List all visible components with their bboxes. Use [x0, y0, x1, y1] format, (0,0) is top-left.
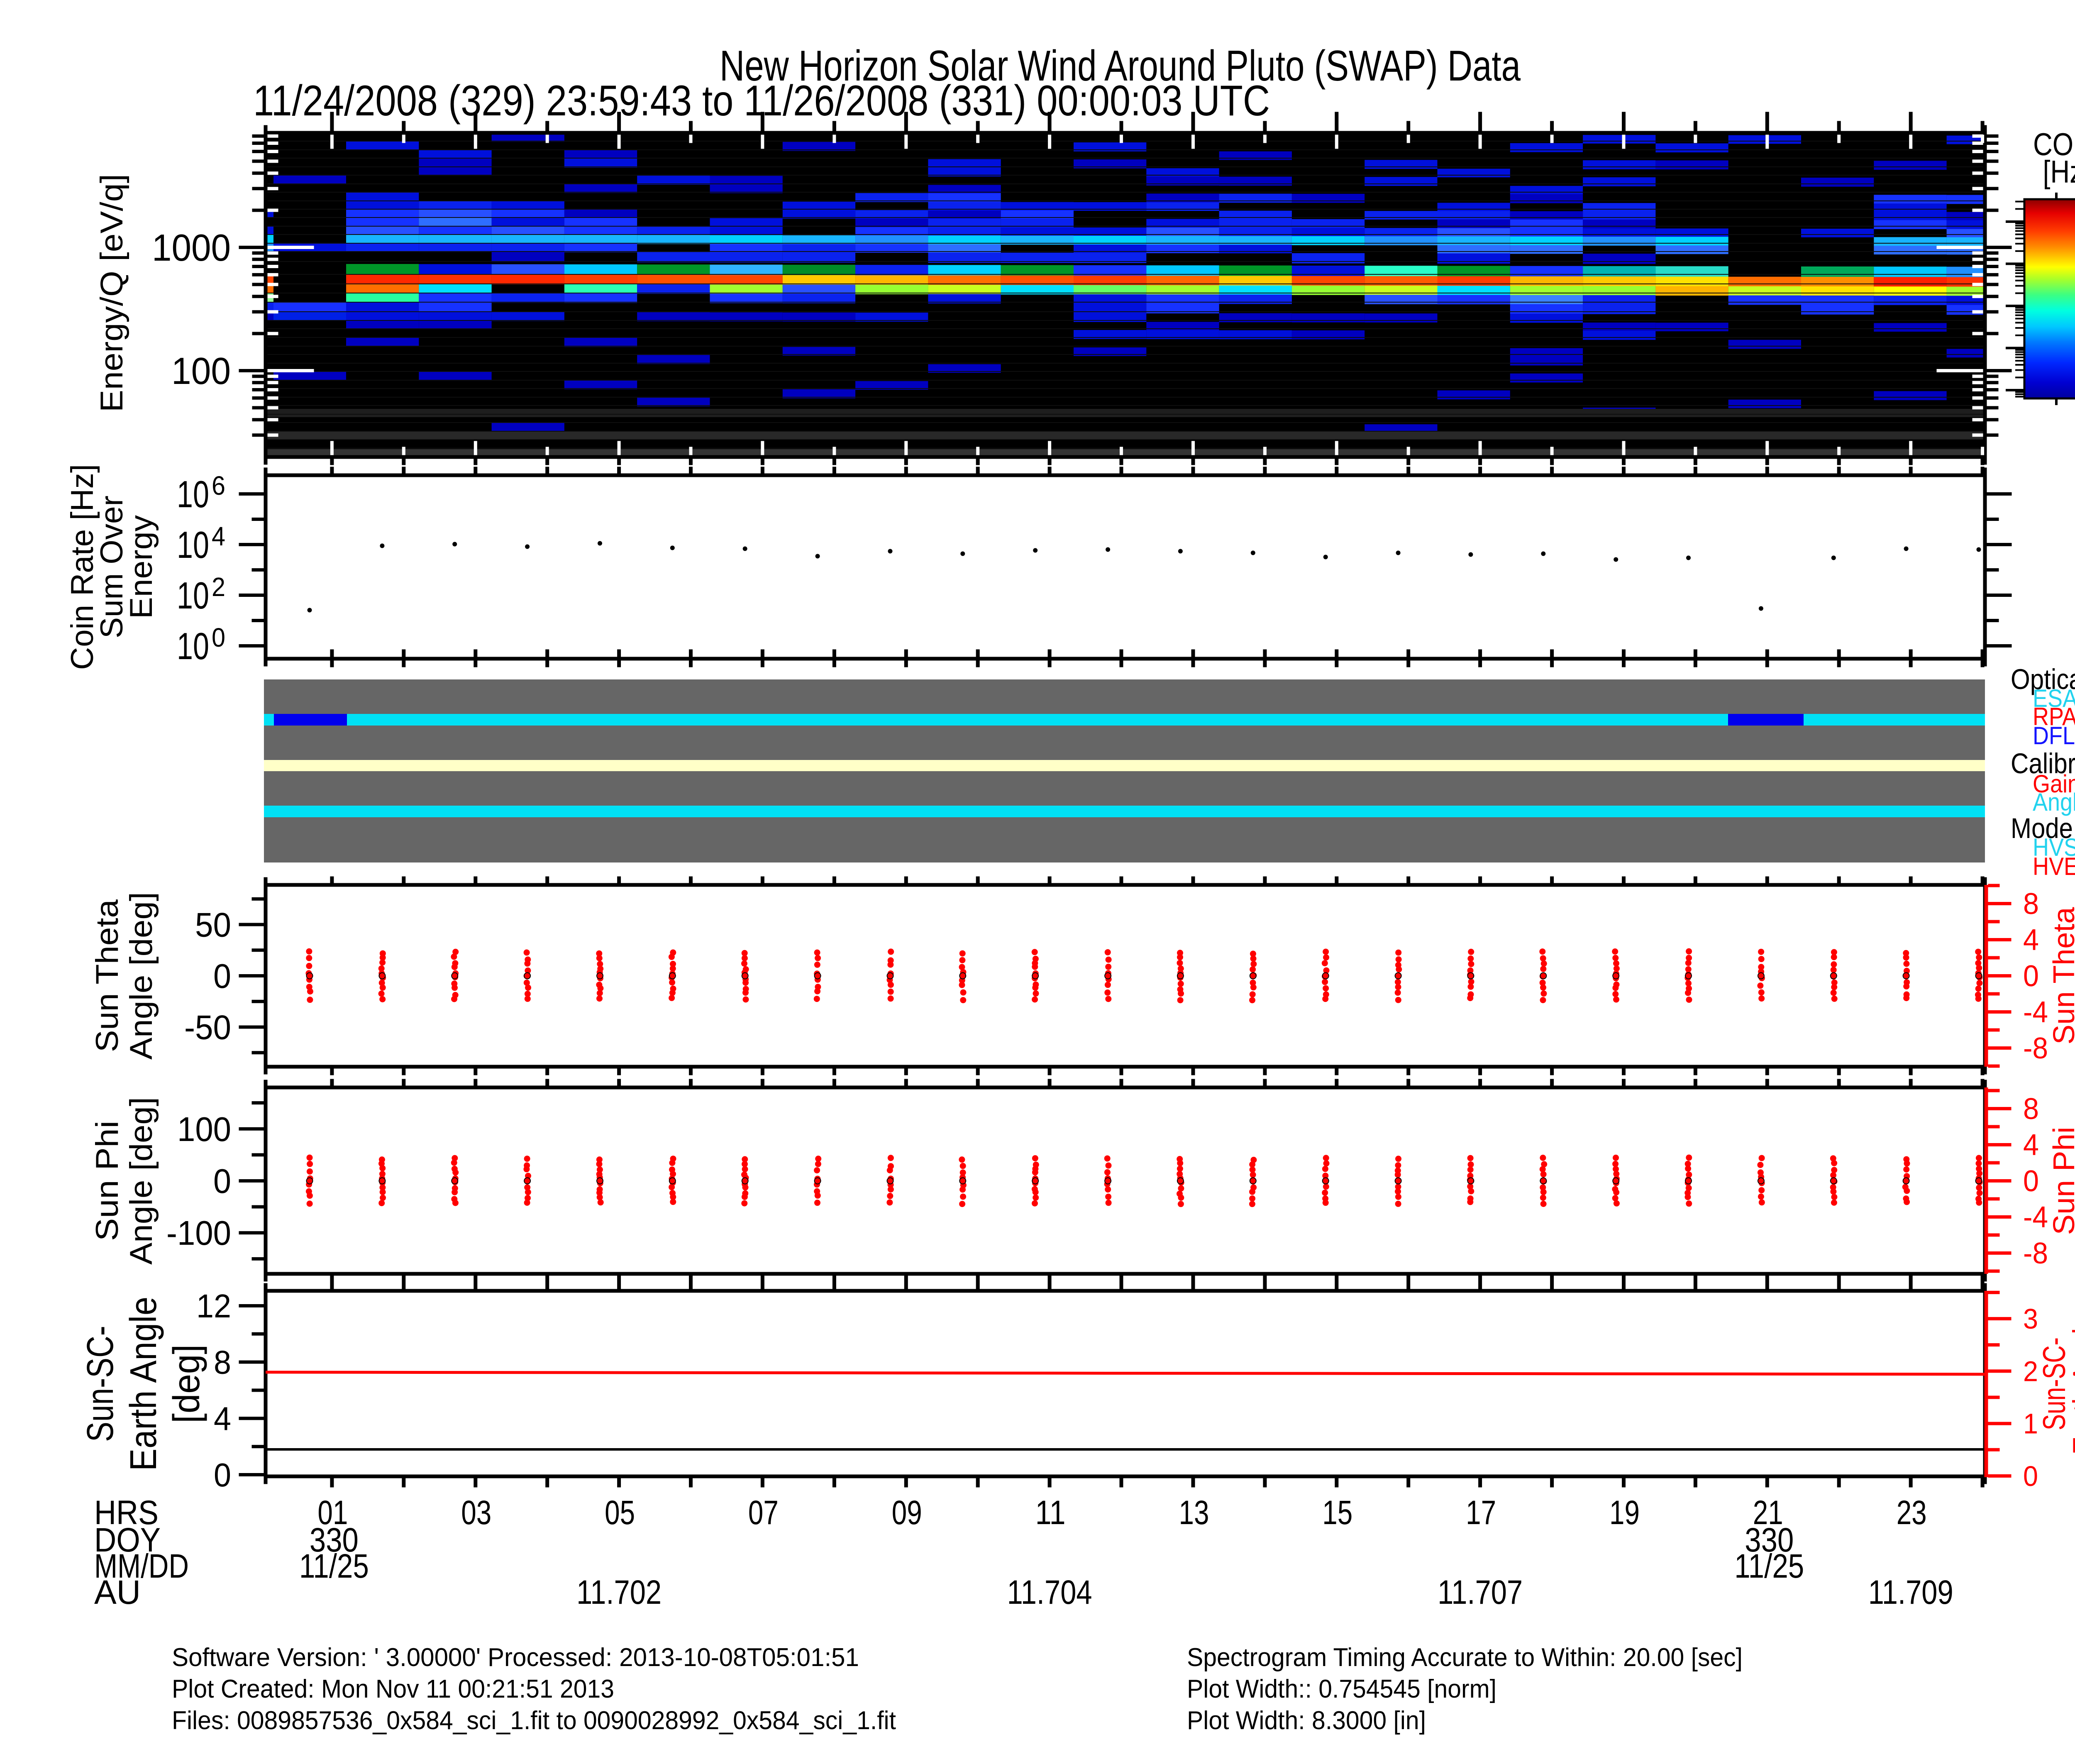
svg-text:4: 4: [2023, 924, 2039, 957]
svg-text:Mode: Mode: [2011, 812, 2073, 844]
svg-text:Software Version: ' 3.00000': Software Version: ' 3.00000' Processed: …: [172, 1643, 859, 1672]
svg-text:RPA and ESA: RPA and ESA: [2033, 703, 2075, 731]
svg-text:50: 50: [195, 906, 231, 944]
svg-text:Sun Phi: Sun Phi: [2048, 1127, 2075, 1235]
svg-text:100: 100: [171, 350, 231, 392]
svg-text:Gain: Gain: [2033, 770, 2075, 798]
svg-text:11.709: 11.709: [1868, 1573, 1953, 1611]
svg-text:Energy/Q [eV/q]: Energy/Q [eV/q]: [94, 174, 129, 412]
svg-text:[deg]: [deg]: [166, 1344, 208, 1423]
svg-text:8: 8: [214, 1344, 231, 1381]
svg-text:11.707: 11.707: [1438, 1573, 1523, 1611]
svg-text:4: 4: [2023, 1129, 2039, 1162]
svg-text:07: 07: [748, 1494, 779, 1532]
svg-text:8: 8: [2023, 887, 2039, 921]
svg-text:Optical: Optical: [2011, 663, 2075, 695]
svg-text:[Hz]: [Hz]: [2043, 154, 2075, 190]
svg-text:MM/DD: MM/DD: [94, 1547, 189, 1585]
svg-text:Sun Phi: Sun Phi: [90, 1121, 125, 1241]
svg-text:Earth Angle: Earth Angle: [123, 1297, 164, 1471]
svg-text:Angle [deg]: Angle [deg]: [124, 1097, 159, 1265]
svg-text:Coin Rate [Hz]: Coin Rate [Hz]: [65, 464, 100, 670]
svg-text:0: 0: [213, 957, 231, 995]
svg-text:10: 10: [177, 474, 209, 516]
svg-text:Files: 0089857536_0x584_sci_1.: Files: 0089857536_0x584_sci_1.fit to 009…: [172, 1706, 896, 1735]
svg-text:1000: 1000: [152, 227, 231, 269]
svg-text:-8: -8: [2023, 1032, 2048, 1065]
svg-text:01: 01: [317, 1494, 348, 1532]
svg-text:11/25: 11/25: [299, 1547, 369, 1585]
svg-text:11/25: 11/25: [1734, 1547, 1804, 1585]
svg-text:Plot Width:: 0.754545 [norm]: Plot Width:: 0.754545 [norm]: [1187, 1675, 1496, 1703]
svg-text:0: 0: [212, 623, 225, 652]
svg-text:09: 09: [892, 1494, 922, 1532]
svg-text:17: 17: [1466, 1494, 1496, 1532]
svg-text:HVSCI: HVSCI: [2033, 833, 2075, 861]
svg-text:Calibration: Calibration: [2011, 748, 2075, 779]
svg-text:New Horizon Solar Wind Around: New Horizon Solar Wind Around Pluto (SWA…: [720, 42, 1521, 90]
svg-text:Sun-SC-: Sun-SC-: [2037, 1337, 2072, 1430]
svg-text:Angle: Angle: [2033, 788, 2075, 816]
svg-text:11.702: 11.702: [576, 1573, 662, 1611]
svg-text:Angle [deg]: Angle [deg]: [124, 892, 159, 1060]
svg-text:Sum Over: Sum Over: [94, 496, 129, 638]
svg-text:DFL and ESA: DFL and ESA: [2033, 722, 2075, 750]
svg-text:6: 6: [212, 471, 225, 501]
svg-text:Plot Width: 8.3000 [in]: Plot Width: 8.3000 [in]: [1187, 1706, 1426, 1735]
svg-text:Sun-SC-: Sun-SC-: [80, 1326, 121, 1442]
svg-text:HVENG: HVENG: [2033, 853, 2075, 880]
svg-text:8: 8: [2023, 1092, 2039, 1126]
svg-text:0: 0: [2023, 1165, 2039, 1198]
svg-text:-50: -50: [184, 1008, 231, 1047]
svg-text:Spectrogram Timing Accurate to: Spectrogram Timing Accurate to Within: 2…: [1187, 1643, 1743, 1672]
svg-text:Energy: Energy: [124, 515, 159, 619]
svg-text:-8: -8: [2023, 1237, 2048, 1270]
svg-text:DOY: DOY: [94, 1521, 161, 1559]
svg-text:10: 10: [177, 575, 209, 617]
svg-text:Sun Theta: Sun Theta: [2048, 907, 2075, 1045]
svg-text:-100: -100: [166, 1214, 231, 1252]
svg-text:0: 0: [213, 1162, 231, 1200]
svg-text:0: 0: [214, 1456, 231, 1493]
svg-text:1: 1: [2023, 1408, 2038, 1440]
svg-text:12: 12: [196, 1288, 231, 1324]
svg-text:11: 11: [1035, 1494, 1066, 1532]
svg-text:0: 0: [2023, 1460, 2038, 1492]
svg-text:15: 15: [1322, 1494, 1352, 1532]
svg-text:4: 4: [214, 1400, 231, 1437]
svg-text:2: 2: [2023, 1355, 2038, 1387]
svg-text:HRS: HRS: [94, 1494, 159, 1532]
svg-text:03: 03: [461, 1494, 491, 1532]
svg-text:2: 2: [212, 572, 225, 602]
svg-text:ESA: ESA: [2033, 684, 2075, 712]
svg-text:13: 13: [1179, 1494, 1209, 1532]
svg-text:330: 330: [1745, 1521, 1794, 1559]
svg-text:-4: -4: [2023, 996, 2048, 1029]
svg-text:21: 21: [1753, 1494, 1783, 1532]
svg-text:AU: AU: [94, 1573, 141, 1611]
svg-text:100: 100: [177, 1110, 231, 1148]
svg-text:4: 4: [212, 521, 225, 551]
svg-text:3: 3: [2023, 1303, 2038, 1335]
svg-text:0: 0: [2023, 960, 2039, 993]
svg-text:19: 19: [1609, 1494, 1640, 1532]
svg-text:10: 10: [177, 524, 209, 566]
svg-text:Earth Angle: Earth Angle: [2067, 1313, 2075, 1455]
svg-text:COIN: COIN: [2033, 127, 2075, 162]
svg-text:10: 10: [177, 625, 209, 667]
svg-text:Sun Theta: Sun Theta: [90, 899, 125, 1052]
svg-text:23: 23: [1897, 1494, 1927, 1532]
svg-text:11.704: 11.704: [1007, 1573, 1092, 1611]
svg-text:05: 05: [605, 1494, 635, 1532]
svg-text:-4: -4: [2023, 1201, 2048, 1234]
svg-text:Plot Created: Mon Nov 11 00:21: Plot Created: Mon Nov 11 00:21:51 2013: [172, 1675, 614, 1703]
svg-text:330: 330: [310, 1521, 359, 1559]
